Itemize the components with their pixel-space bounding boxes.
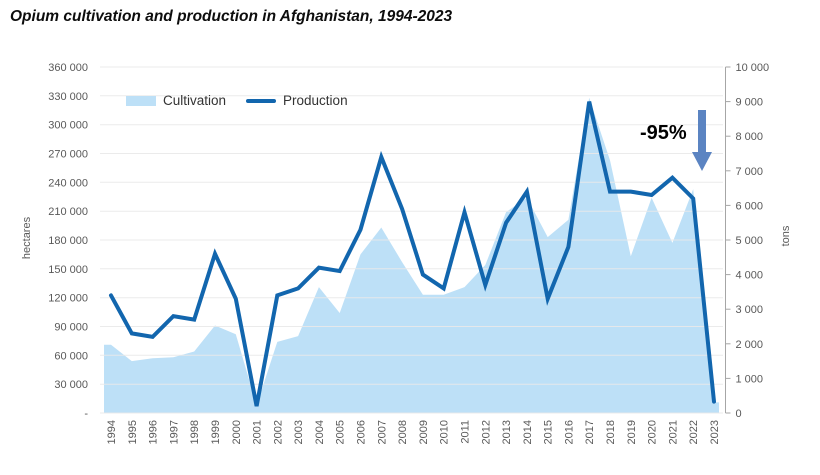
x-axis-year-label: 1995 bbox=[127, 420, 139, 444]
x-axis-year-label: 1996 bbox=[148, 420, 160, 444]
x-axis-year-label: 1994 bbox=[106, 420, 118, 444]
left-axis-tick-label: 60 000 bbox=[54, 350, 88, 362]
decline-annotation: -95% bbox=[640, 122, 687, 144]
x-axis-year-label: 2000 bbox=[231, 420, 243, 444]
legend-item-production: Production bbox=[246, 93, 348, 108]
x-axis-year-label: 2008 bbox=[397, 420, 409, 444]
x-axis-year-label: 2013 bbox=[501, 420, 513, 444]
x-axis-year-label: 2005 bbox=[335, 420, 347, 444]
right-axis-tick-label: 7 000 bbox=[736, 166, 764, 178]
x-axis-year-label: 2006 bbox=[356, 420, 368, 444]
x-axis-year-label: 2015 bbox=[543, 420, 555, 444]
x-axis-year-label: 2002 bbox=[272, 420, 284, 444]
left-axis-tick-label: 150 000 bbox=[48, 264, 88, 276]
legend-item-cultivation: Cultivation bbox=[126, 93, 226, 108]
legend-production-label: Production bbox=[283, 93, 348, 108]
x-axis-year-label: 2019 bbox=[626, 420, 638, 444]
x-axis-year-label: 2003 bbox=[293, 420, 305, 444]
left-axis-title: hectares bbox=[21, 216, 33, 260]
left-axis-tick-label: 240 000 bbox=[48, 177, 88, 189]
production-swatch-icon bbox=[246, 98, 277, 103]
right-axis-tick-label: 10 000 bbox=[736, 62, 770, 74]
x-axis-year-label: 2011 bbox=[460, 420, 472, 444]
production-line-series bbox=[109, 101, 716, 407]
left-axis-tick-label: 330 000 bbox=[48, 91, 88, 103]
left-axis-tick-label: - bbox=[84, 408, 88, 420]
right-axis-tick-label: 9 000 bbox=[736, 97, 764, 109]
x-axis-year-label: 2018 bbox=[605, 420, 617, 444]
x-axis-year-label: 2022 bbox=[688, 420, 700, 444]
x-axis-year-label: 2020 bbox=[647, 420, 659, 444]
right-axis-tick-label: 0 bbox=[736, 408, 742, 420]
left-axis-tick-label: 210 000 bbox=[48, 206, 88, 218]
right-axis-tick-label: 2 000 bbox=[736, 339, 764, 351]
cultivation-swatch-icon bbox=[126, 95, 156, 106]
right-axis-tick-label: 4 000 bbox=[736, 270, 764, 282]
x-axis-year-label: 2009 bbox=[418, 420, 430, 444]
right-axis-tick-label: 6 000 bbox=[736, 200, 764, 212]
x-axis-year-label: 2023 bbox=[709, 420, 721, 444]
x-axis-year-label: 2001 bbox=[252, 420, 264, 444]
x-axis-year-label: 2014 bbox=[522, 420, 534, 444]
right-axis-title: tons bbox=[780, 225, 792, 247]
left-axis-tick-label: 360 000 bbox=[48, 62, 88, 74]
left-axis-tick-label: 270 000 bbox=[48, 149, 88, 161]
x-axis-year-label: 1997 bbox=[168, 420, 180, 444]
legend-cultivation-label: Cultivation bbox=[163, 93, 227, 108]
legend: Cultivation Production bbox=[126, 93, 348, 108]
right-axis-tick-label: 1 000 bbox=[736, 373, 764, 385]
left-axis-tick-label: 300 000 bbox=[48, 120, 88, 132]
down-arrow-icon bbox=[692, 110, 712, 171]
x-axis-year-label: 2007 bbox=[376, 420, 388, 444]
left-axis-tick-label: 90 000 bbox=[54, 322, 88, 334]
x-axis-year-label: 2017 bbox=[584, 420, 596, 444]
x-axis-year-label: 2021 bbox=[667, 420, 679, 444]
x-axis-year-label: 1998 bbox=[189, 420, 201, 444]
left-axis-tick-label: 180 000 bbox=[48, 235, 88, 247]
x-axis-year-label: 1999 bbox=[210, 420, 222, 444]
right-axis-tick-label: 8 000 bbox=[736, 131, 764, 143]
cultivation-area-series bbox=[104, 97, 719, 414]
x-axis-year-label: 2016 bbox=[563, 420, 575, 444]
x-axis-year-label: 2012 bbox=[480, 420, 492, 444]
chart-title: Opium cultivation and production in Afgh… bbox=[10, 8, 453, 25]
x-axis-year-label: 2010 bbox=[439, 420, 451, 444]
right-axis-tick-label: 3 000 bbox=[736, 304, 764, 316]
right-axis-tick-label: 5 000 bbox=[736, 235, 764, 247]
left-axis-tick-label: 30 000 bbox=[54, 379, 88, 391]
x-axis-year-label: 2004 bbox=[314, 420, 326, 444]
left-axis-tick-label: 120 000 bbox=[48, 293, 88, 305]
